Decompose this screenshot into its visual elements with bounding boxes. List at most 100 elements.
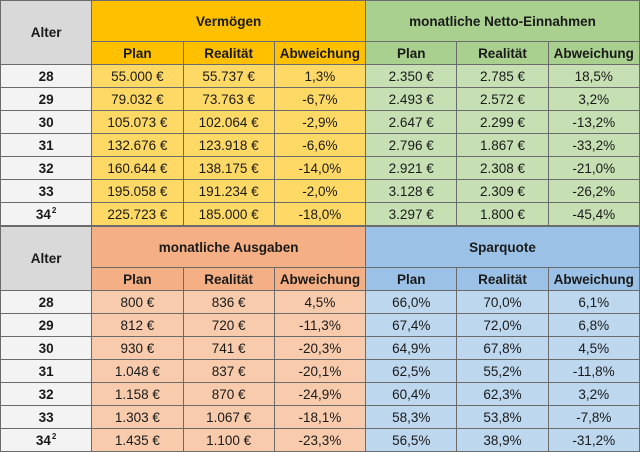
cell-actual: 72,0% [456,313,549,337]
cell-actual: 185.000 € [182,202,275,226]
cell-deviation: -33,2% [547,133,640,157]
footnote-marker: 2 [51,206,57,215]
cell-deviation: -26,2% [547,179,640,203]
table-row: 33 195.058 €191.234 € -2,0% 3.128 €2.309 € -… [0,179,640,203]
cell-plan: 56,5% [365,428,458,452]
subheader-plan: Plan [91,267,184,291]
cell-deviation: -20,3% [273,336,367,360]
age-column-header: Alter [0,226,93,291]
cell-actual: 73.763 € [182,87,275,111]
age-cell: 31 [0,133,93,157]
cell-actual: 138.175 € [182,156,275,180]
table-row: 29 79.032 €73.763 € -6,7% 2.493 €2.572 €3,2… [0,87,640,111]
cell-plan: 2.647 € [365,110,458,134]
cell-plan: 3.297 € [365,202,458,226]
cell-deviation: -7,8% [547,405,640,429]
subheader-plan: Plan [365,41,458,65]
cell-deviation: -6,6% [273,133,367,157]
cell-deviation: 3,2% [547,87,640,111]
cell-plan: 67,4% [365,313,458,337]
cell-plan: 2.493 € [365,87,458,111]
age-value: 29 [38,91,54,107]
cell-actual: 720 € [182,313,275,337]
subheader-plan: Plan [365,267,458,291]
cell-actual: 837 € [182,359,275,383]
cell-deviation: 3,2% [547,382,640,406]
cell-actual: 1.867 € [456,133,549,157]
age-value: 28 [38,68,54,84]
footnote-marker: 2 [51,432,57,441]
cell-plan: 66,0% [365,290,458,314]
cell-actual: 123.918 € [182,133,275,157]
cell-actual: 55.737 € [182,64,275,88]
table-row: 28 55.000 €55.737 €1,3% 2.350 €2.785 €18,5… [0,64,640,88]
cell-actual: 62,3% [456,382,549,406]
age-column-header: Alter [0,0,93,65]
cell-plan: 225.723 € [91,202,184,226]
age-cell: 31 [0,359,93,383]
cell-plan: 2.921 € [365,156,458,180]
age-value: 33 [38,409,54,425]
cell-deviation: -45,4% [547,202,640,226]
cell-deviation: -2,0% [273,179,367,203]
cell-plan: 2.796 € [365,133,458,157]
cell-plan: 930 € [91,336,184,360]
cell-deviation: 1,3% [273,64,367,88]
subheader-deviation: Abweichung [547,267,640,291]
subheader-actual: Realität [182,41,275,65]
cell-actual: 53,8% [456,405,549,429]
age-value: 33 [38,183,54,199]
cell-actual: 2.308 € [456,156,549,180]
subheader-actual: Realität [456,41,549,65]
cell-deviation: 6,8% [547,313,640,337]
cell-plan: 79.032 € [91,87,184,111]
age-cell: 28 [0,290,93,314]
age-cell: 32 [0,382,93,406]
cell-actual: 2.299 € [456,110,549,134]
age-cell: 342 [0,428,93,452]
cell-plan: 60,4% [365,382,458,406]
age-value: 34 [35,207,51,222]
cell-plan: 160.644 € [91,156,184,180]
cell-actual: 741 € [182,336,275,360]
table-body: 28 55.000 €55.737 €1,3% 2.350 €2.785 €18,5… [0,64,640,226]
table-row: 29 812 €720 € -11,3% 67,4% 72,0% 6,8% [0,313,640,337]
cell-actual: 2.572 € [456,87,549,111]
cell-plan: 1.303 € [91,405,184,429]
cell-deviation: -11,8% [547,359,640,383]
cell-plan: 62,5% [365,359,458,383]
cell-plan: 3.128 € [365,179,458,203]
cell-actual: 67,8% [456,336,549,360]
cell-plan: 64,9% [365,336,458,360]
cell-deviation: 6,1% [547,290,640,314]
age-value: 34 [35,433,51,448]
cell-plan: 800 € [91,290,184,314]
cell-actual: 836 € [182,290,275,314]
table-row: 33 1.303 €1.067 € -18,1% 58,3% 53,8% -7,8% [0,405,640,429]
table-row: 342 225.723 €185.000 € -18,0% 3.297 €1.800 … [0,202,640,226]
age-cell: 32 [0,156,93,180]
cell-actual: 1.067 € [182,405,275,429]
cell-deviation: -24,9% [273,382,367,406]
age-cell: 33 [0,179,93,203]
cell-deviation: -14,0% [273,156,367,180]
cell-actual: 191.234 € [182,179,275,203]
cell-actual: 1.800 € [456,202,549,226]
cell-plan: 58,3% [365,405,458,429]
age-cell: 30 [0,110,93,134]
cell-actual: 38,9% [456,428,549,452]
cell-plan: 1.048 € [91,359,184,383]
cell-deviation: -13,2% [547,110,640,134]
age-value: 29 [38,317,54,333]
subheader-deviation: Abweichung [547,41,640,65]
cell-actual: 870 € [182,382,275,406]
cell-plan: 812 € [91,313,184,337]
cell-plan: 2.350 € [365,64,458,88]
age-cell: 29 [0,313,93,337]
age-value: 32 [38,386,54,402]
cell-deviation: 4,5% [273,290,367,314]
cell-deviation: -20,1% [273,359,367,383]
cell-plan: 1.435 € [91,428,184,452]
age-value: 31 [38,137,54,153]
